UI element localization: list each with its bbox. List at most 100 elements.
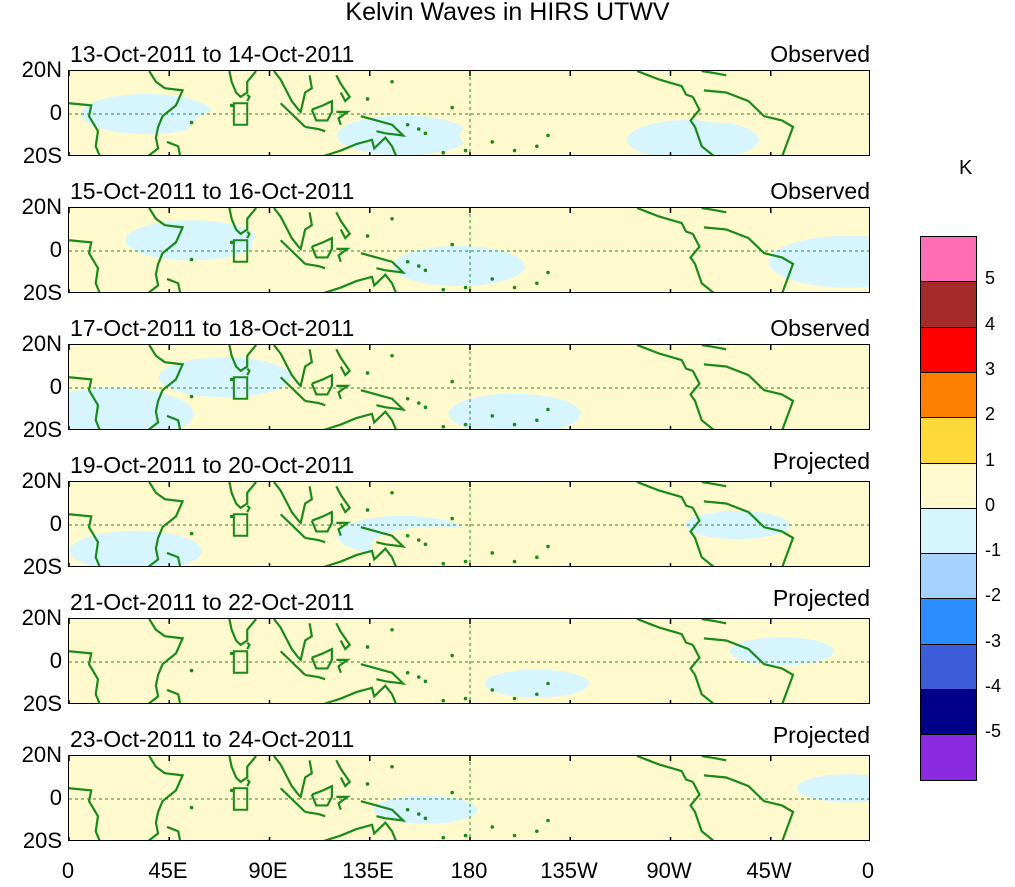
coastline-6	[273, 208, 314, 251]
island-4	[405, 259, 410, 264]
y-tick-label: 20N	[21, 468, 62, 493]
island-6	[365, 97, 370, 101]
panel-6-date-range: 23-Oct-2011 to 24-Oct-2011	[70, 726, 355, 752]
island-12	[490, 140, 495, 144]
coastline-13	[323, 684, 397, 703]
colorbar-label: -4	[985, 676, 1002, 696]
anomaly-1-level-1	[69, 530, 202, 566]
coastline-7	[279, 239, 306, 265]
island-2	[463, 285, 468, 290]
coastline-2	[147, 619, 185, 703]
island-2	[463, 833, 468, 838]
coastline-5	[246, 367, 251, 376]
colorbar-swatch	[921, 418, 976, 464]
coastline-9	[310, 236, 333, 259]
island-5	[416, 401, 421, 405]
coastline-8	[304, 399, 326, 407]
x-tick-0: 0	[61, 858, 75, 883]
island-10	[535, 829, 539, 834]
x-tick-180: 180	[450, 858, 488, 883]
island-8	[450, 653, 454, 658]
coastline-4	[228, 208, 257, 236]
island-14	[189, 531, 194, 536]
coastline-16	[703, 500, 795, 566]
island-7	[390, 764, 394, 769]
island-15	[194, 703, 198, 704]
coastline-8	[304, 673, 326, 681]
colorbar-swatch	[921, 282, 976, 328]
coastline-17	[701, 756, 727, 762]
coastline-8	[304, 125, 326, 133]
anomaly-6-level-1	[490, 71, 651, 104]
island-3	[423, 268, 428, 273]
coastline-2	[147, 482, 185, 566]
coastline-3	[166, 140, 182, 155]
island-9	[512, 696, 517, 701]
island-2	[463, 696, 468, 701]
island-9	[512, 833, 517, 838]
panel-1-kind: Observed	[770, 41, 870, 67]
y-tick-label: 20N	[21, 605, 62, 630]
x-tick-90e: 90E	[248, 858, 288, 883]
coastline-15	[689, 96, 715, 155]
coastline-4	[228, 71, 257, 99]
map-panel-5-svg	[69, 619, 869, 704]
coastline-4	[228, 345, 257, 373]
reference-box	[232, 376, 249, 400]
coastline-12	[360, 800, 407, 822]
island-1	[441, 287, 446, 292]
anomaly-5-level-1	[582, 530, 715, 566]
island-2	[463, 559, 468, 564]
colorbar-swatch	[921, 644, 976, 691]
colorbar-swatch	[921, 237, 976, 283]
coastline-17	[701, 619, 727, 625]
island-11	[546, 681, 550, 686]
coastline-10	[336, 247, 351, 263]
colorbar-swatch	[921, 327, 976, 373]
anomaly-4-level-1	[481, 494, 614, 535]
island-1	[441, 835, 446, 840]
x-tick-90w: 90W	[646, 858, 692, 883]
coastline-13	[323, 273, 397, 292]
coastline-16	[703, 363, 795, 429]
coastline-5	[246, 641, 251, 650]
island-6	[365, 782, 370, 786]
y-tick-label: 20S	[22, 554, 62, 579]
island-14	[189, 668, 194, 673]
x-tick-45e: 45E	[148, 858, 188, 883]
map-panel-3	[68, 344, 870, 430]
colorbar-label: 1	[985, 449, 996, 470]
island-4	[405, 807, 410, 812]
coastline-17	[701, 71, 727, 77]
coastline-16	[703, 89, 795, 155]
y-tick-label: 20N	[21, 331, 62, 356]
coastline-5	[246, 93, 251, 102]
y-tick-label: 20N	[21, 194, 62, 219]
y-tick-label: 20S	[22, 691, 62, 716]
anomaly-3-level-1	[370, 526, 503, 566]
y-tick-label: 0	[49, 785, 62, 810]
anomaly-1-level-1	[117, 626, 222, 655]
island-11	[546, 544, 550, 549]
reference-box	[232, 239, 249, 263]
y-tick-label: 0	[49, 374, 62, 399]
coastline-1	[69, 102, 101, 155]
anomaly-5-level-1	[537, 252, 670, 292]
island-9	[512, 422, 517, 427]
reference-box	[232, 650, 249, 674]
reference-box	[232, 513, 249, 537]
island-8	[450, 379, 454, 384]
anomaly-4-level-1	[729, 637, 834, 666]
coastline-11	[335, 211, 352, 240]
map-panel-1-svg	[69, 71, 869, 155]
anomaly-6-level-1	[572, 208, 733, 241]
colorbar-swatch	[921, 599, 976, 645]
island-6	[365, 645, 370, 649]
anomaly-4-level-1	[796, 774, 869, 803]
island-3	[423, 679, 428, 684]
coastline-7	[279, 376, 306, 402]
coastline-7	[279, 787, 306, 813]
colorbar-label: 0	[985, 494, 996, 515]
island-14	[189, 394, 194, 399]
panel-4-date-range: 19-Oct-2011 to 20-Oct-2011	[70, 452, 355, 478]
